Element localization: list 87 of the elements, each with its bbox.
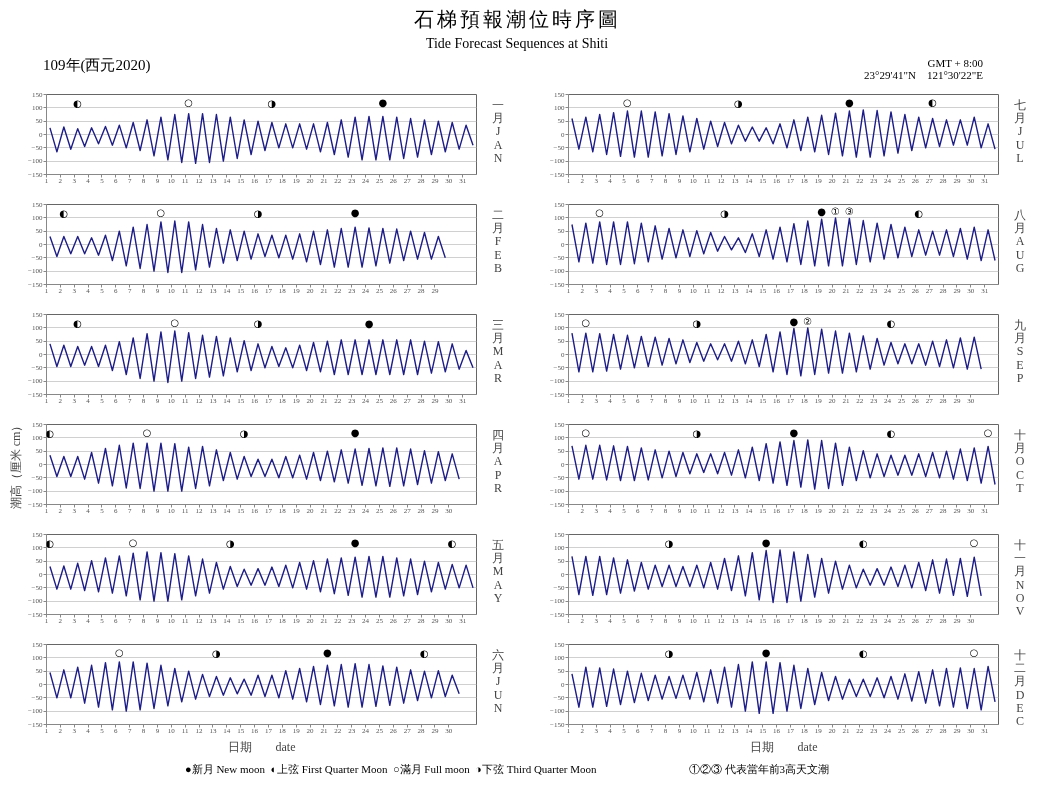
annotation: ○ [128,536,138,548]
y2-axis-title: 四月 APR [491,427,505,495]
line-series [571,109,996,158]
annotation: ◑ [664,648,674,660]
annotation: ○ [969,537,979,549]
y2-axis-title: 十月 OCT [1013,427,1027,495]
text: ●新月 New moon ◐上弦 First Quarter Moon ○滿月 Full moon ◑下弦 Third Quarter Moon [185,763,597,775]
text: 23°29'41"N 121°30'22"E [863,69,983,82]
annotation: ◐ [73,318,83,330]
annotation: ◐ [886,428,896,440]
annotation: ○ [623,96,632,108]
y2-axis-title: 九月 SEP [1013,317,1027,385]
y2-axis-title: 八月 AUG [1013,207,1027,275]
annotation: ◐ [886,317,896,329]
annotation: ◑ [253,207,263,219]
line-series [49,330,474,384]
annotation: ◐ [73,98,83,110]
annotation: ◐ [928,97,937,109]
annotation: ◑ [225,538,235,550]
annotation: ● [350,427,360,439]
line-series [49,220,446,274]
annotation: ◑ [212,648,222,660]
text: 109年(西元2020) [43,57,152,74]
text: GMT + 8:00 [926,57,983,70]
y-axis-title: 潮高（厘米 cm） [9,419,24,510]
annotation: ② [803,316,813,328]
text: ①②③ 代表當年前3高天文潮 [688,762,829,777]
annotation: ◑ [720,208,730,220]
y2-axis-title: 十二月 DEC [1013,647,1027,729]
line-series [571,217,996,267]
annotation: ① [831,206,840,218]
annotation: ○ [969,647,979,659]
annotation: ◑ [664,538,674,550]
annotation: ◐ [914,207,924,219]
annotation: ◑ [734,98,744,110]
annotation: ○ [170,316,180,328]
line-series [571,549,982,604]
annotation: ◑ [692,317,702,329]
y2-axis-title: 三月 MAR [491,317,505,385]
annotation: ◑ [267,97,277,109]
annotation: ◐ [858,538,868,550]
annotation: ◑ [239,428,249,440]
annotation: ● [323,647,333,659]
annotation: ○ [595,206,605,218]
annotation: ○ [142,426,152,438]
annotation: ● [789,316,799,328]
annotation: ◑ [253,317,263,329]
annotation: ○ [156,206,166,218]
line-series [49,551,474,602]
annotation: ○ [114,646,124,658]
y2-axis-title: 七月 JUL [1013,97,1027,165]
annotation: ● [789,426,799,438]
line-series [49,442,460,492]
annotation: ◐ [447,537,457,549]
line-series [571,661,996,714]
annotation: ● [378,97,388,109]
annotation: ● [350,537,360,549]
text: Tide Forecast Sequences at Shiti [424,34,610,53]
y2-axis-title: 十一月 NOV [1013,537,1027,619]
annotation: ◐ [858,648,868,660]
annotation: ◐ [420,647,429,659]
annotation: ○ [581,427,591,439]
y2-axis-title: 五月 MAY [491,537,505,605]
x-axis-title: 日期 date [749,739,818,754]
text: 石梯預報潮位時序圖 [412,7,622,32]
y2-axis-title: 一月 JAN [491,97,505,165]
annotation: ● [845,96,855,108]
annotation: ● [761,536,771,548]
y2-axis-title: 六月 JUN [491,647,505,715]
annotation: ● [817,206,827,218]
line-series [49,113,474,164]
annotation: ③ [844,206,854,218]
y2-axis-title: 二月 FEB [491,207,505,275]
line-series [49,661,460,712]
line-series [571,439,996,490]
line-series [571,327,982,377]
annotation: ○ [184,96,194,108]
annotation: ◐ [45,428,55,440]
annotation: ○ [983,427,993,439]
annotation: ◑ [692,427,702,439]
x-axis-title: 日期 date [227,739,296,754]
annotation: ○ [581,316,591,328]
annotation: ◐ [59,208,69,220]
annotation: ● [364,317,374,329]
annotation: ◐ [45,538,55,550]
annotation: ● [761,646,771,658]
annotation: ● [350,207,360,219]
